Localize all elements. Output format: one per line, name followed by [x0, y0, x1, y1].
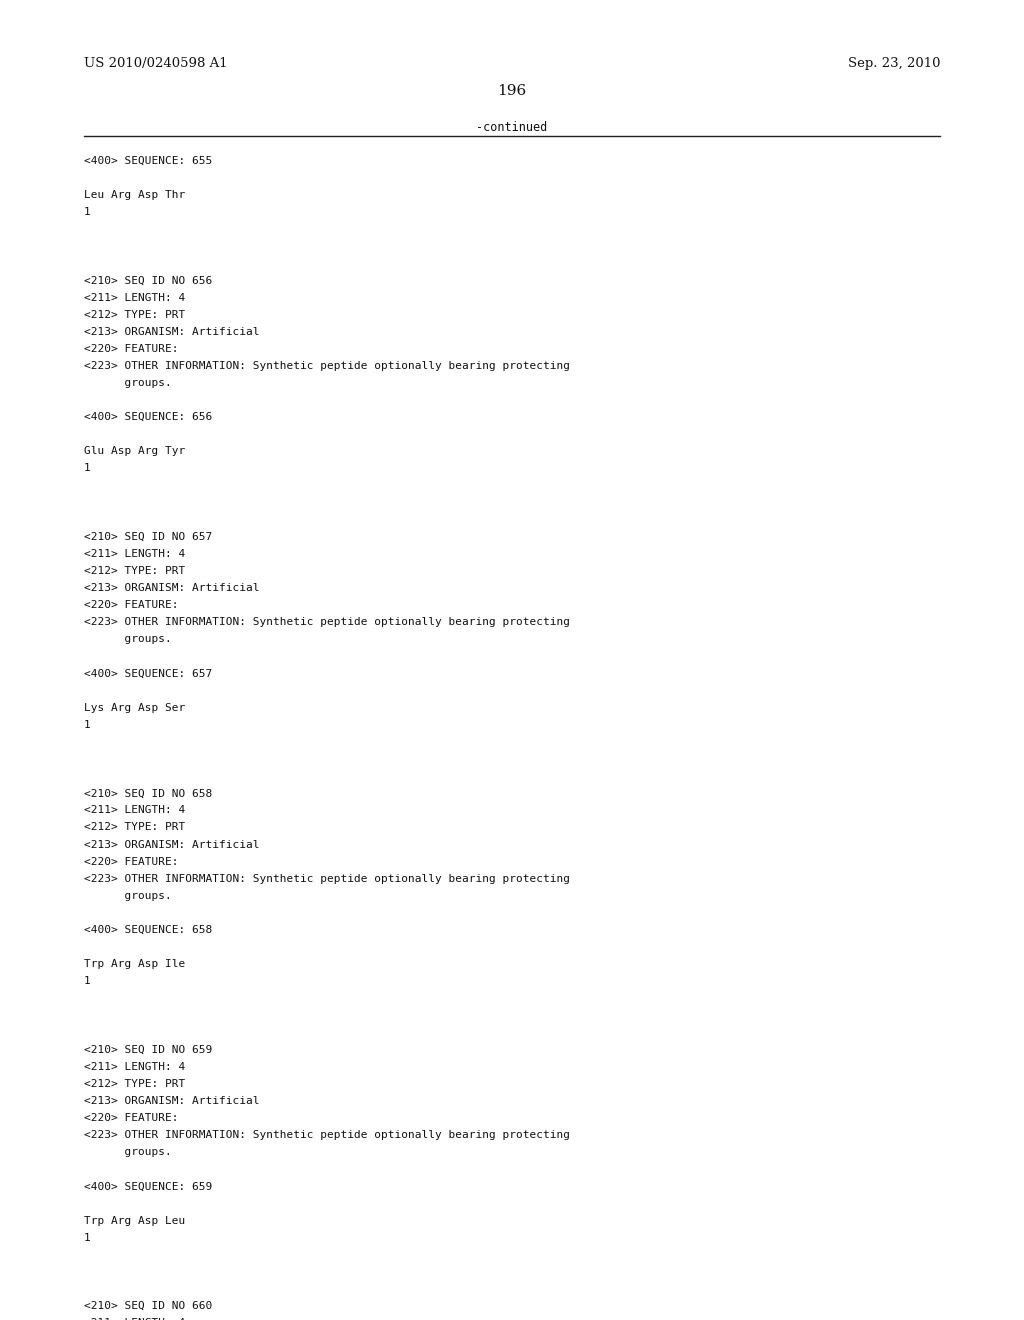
- Text: Glu Asp Arg Tyr: Glu Asp Arg Tyr: [84, 446, 185, 457]
- Text: <223> OTHER INFORMATION: Synthetic peptide optionally bearing protecting: <223> OTHER INFORMATION: Synthetic pepti…: [84, 360, 570, 371]
- Text: <210> SEQ ID NO 656: <210> SEQ ID NO 656: [84, 276, 212, 285]
- Text: <213> ORGANISM: Artificial: <213> ORGANISM: Artificial: [84, 583, 259, 593]
- Text: <223> OTHER INFORMATION: Synthetic peptide optionally bearing protecting: <223> OTHER INFORMATION: Synthetic pepti…: [84, 618, 570, 627]
- Text: Trp Arg Asp Leu: Trp Arg Asp Leu: [84, 1216, 185, 1225]
- Text: 1: 1: [84, 1233, 91, 1242]
- Text: <213> ORGANISM: Artificial: <213> ORGANISM: Artificial: [84, 840, 259, 850]
- Text: groups.: groups.: [84, 1147, 172, 1158]
- Text: <220> FEATURE:: <220> FEATURE:: [84, 343, 178, 354]
- Text: <220> FEATURE:: <220> FEATURE:: [84, 1113, 178, 1123]
- Text: <220> FEATURE:: <220> FEATURE:: [84, 857, 178, 867]
- Text: <212> TYPE: PRT: <212> TYPE: PRT: [84, 310, 185, 319]
- Text: <223> OTHER INFORMATION: Synthetic peptide optionally bearing protecting: <223> OTHER INFORMATION: Synthetic pepti…: [84, 1130, 570, 1140]
- Text: <212> TYPE: PRT: <212> TYPE: PRT: [84, 1078, 185, 1089]
- Text: groups.: groups.: [84, 378, 172, 388]
- Text: <211> LENGTH: 4: <211> LENGTH: 4: [84, 1319, 185, 1320]
- Text: <212> TYPE: PRT: <212> TYPE: PRT: [84, 822, 185, 833]
- Text: Sep. 23, 2010: Sep. 23, 2010: [848, 57, 940, 70]
- Text: 1: 1: [84, 977, 91, 986]
- Text: <210> SEQ ID NO 657: <210> SEQ ID NO 657: [84, 532, 212, 541]
- Text: <210> SEQ ID NO 660: <210> SEQ ID NO 660: [84, 1302, 212, 1311]
- Text: groups.: groups.: [84, 635, 172, 644]
- Text: 196: 196: [498, 84, 526, 99]
- Text: <400> SEQUENCE: 655: <400> SEQUENCE: 655: [84, 156, 212, 166]
- Text: <211> LENGTH: 4: <211> LENGTH: 4: [84, 1061, 185, 1072]
- Text: <400> SEQUENCE: 656: <400> SEQUENCE: 656: [84, 412, 212, 422]
- Text: <400> SEQUENCE: 658: <400> SEQUENCE: 658: [84, 925, 212, 935]
- Text: 1: 1: [84, 719, 91, 730]
- Text: <213> ORGANISM: Artificial: <213> ORGANISM: Artificial: [84, 1096, 259, 1106]
- Text: <210> SEQ ID NO 659: <210> SEQ ID NO 659: [84, 1044, 212, 1055]
- Text: <400> SEQUENCE: 657: <400> SEQUENCE: 657: [84, 669, 212, 678]
- Text: <223> OTHER INFORMATION: Synthetic peptide optionally bearing protecting: <223> OTHER INFORMATION: Synthetic pepti…: [84, 874, 570, 883]
- Text: groups.: groups.: [84, 891, 172, 900]
- Text: Trp Arg Asp Ile: Trp Arg Asp Ile: [84, 960, 185, 969]
- Text: <211> LENGTH: 4: <211> LENGTH: 4: [84, 805, 185, 816]
- Text: <211> LENGTH: 4: <211> LENGTH: 4: [84, 549, 185, 558]
- Text: <220> FEATURE:: <220> FEATURE:: [84, 601, 178, 610]
- Text: 1: 1: [84, 207, 91, 216]
- Text: <211> LENGTH: 4: <211> LENGTH: 4: [84, 293, 185, 302]
- Text: -continued: -continued: [476, 121, 548, 135]
- Text: US 2010/0240598 A1: US 2010/0240598 A1: [84, 57, 227, 70]
- Text: <400> SEQUENCE: 659: <400> SEQUENCE: 659: [84, 1181, 212, 1192]
- Text: <213> ORGANISM: Artificial: <213> ORGANISM: Artificial: [84, 327, 259, 337]
- Text: Lys Arg Asp Ser: Lys Arg Asp Ser: [84, 702, 185, 713]
- Text: <210> SEQ ID NO 658: <210> SEQ ID NO 658: [84, 788, 212, 799]
- Text: <212> TYPE: PRT: <212> TYPE: PRT: [84, 566, 185, 576]
- Text: 1: 1: [84, 463, 91, 474]
- Text: Leu Arg Asp Thr: Leu Arg Asp Thr: [84, 190, 185, 199]
